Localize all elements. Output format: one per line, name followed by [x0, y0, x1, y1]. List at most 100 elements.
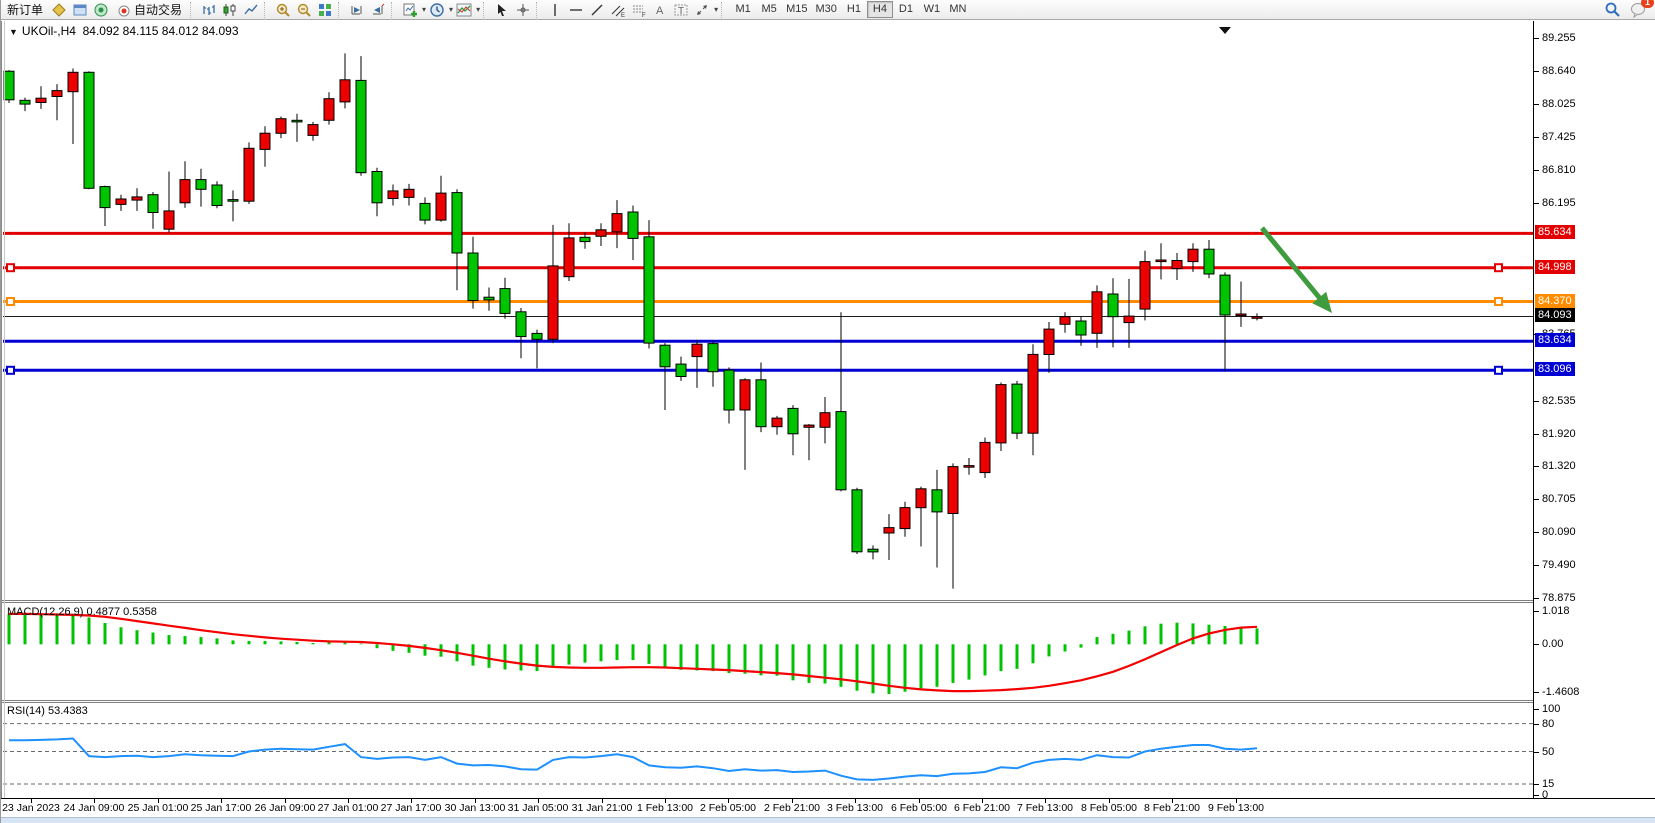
time-tick-mark — [475, 799, 476, 803]
line-chart-icon[interactable] — [241, 1, 261, 19]
price-level-label[interactable]: 83.096 — [1535, 362, 1575, 376]
time-tick-mark — [919, 799, 920, 803]
timeframe-w1-button[interactable]: W1 — [919, 1, 945, 18]
time-tick-mark — [792, 799, 793, 803]
time-tick-mark — [31, 799, 32, 803]
rsi-label: RSI(14) 53.4383 — [7, 705, 88, 717]
timeframe-m15-button[interactable]: M15 — [782, 1, 811, 18]
data-window-icon[interactable] — [70, 1, 90, 19]
indicators-dropdown-icon[interactable]: ▾ — [476, 5, 481, 14]
time-tick-mark — [1236, 799, 1237, 803]
price-tick: 86.195 — [1542, 197, 1576, 209]
axis-tick-mark — [1534, 784, 1539, 785]
new-order-button[interactable]: 新订单 — [2, 1, 48, 19]
pane-separator[interactable] — [1, 700, 1655, 703]
cursor-icon[interactable] — [492, 1, 512, 19]
price-level-label[interactable]: 83.634 — [1535, 333, 1575, 347]
price-tick: 87.425 — [1542, 131, 1576, 143]
indicators-icon[interactable] — [454, 1, 474, 19]
time-axis[interactable]: 23 Jan 2023 24 Jan 09:00 25 Jan 01:00 25… — [1, 798, 1655, 818]
line-handle[interactable] — [6, 365, 15, 375]
toolbar-separator — [338, 1, 344, 18]
time-label: 27 Jan 17:00 — [380, 802, 442, 814]
timeframe-h1-button[interactable]: H1 — [841, 1, 867, 18]
arrows-dropdown-icon[interactable]: ▾ — [714, 5, 719, 14]
time-label: 8 Feb 21:00 — [1143, 802, 1201, 814]
toolbar-separator — [264, 1, 270, 18]
market-watch-icon[interactable] — [49, 1, 69, 19]
time-label: 24 Jan 09:00 — [63, 802, 125, 814]
macd-tick: 0.00 — [1542, 638, 1564, 650]
axis-tick-mark — [1534, 532, 1539, 533]
horizontal-line-icon[interactable] — [566, 1, 586, 19]
autotrading-status-icon — [118, 5, 130, 16]
timeframe-d1-button[interactable]: D1 — [893, 1, 919, 18]
time-tick-mark — [348, 799, 349, 803]
text-icon[interactable]: A — [650, 1, 670, 19]
zoom-in-icon[interactable] — [273, 1, 293, 19]
macd-signal-line — [9, 612, 1258, 693]
zoom-out-icon[interactable] — [294, 1, 314, 19]
rsi-tick: 80 — [1542, 718, 1555, 730]
search-icon[interactable] — [1602, 1, 1622, 19]
autotrading-button[interactable]: 自动交易 — [112, 1, 187, 19]
macd-label: MACD(12,26,9) 0.4877 0.5358 — [7, 606, 157, 618]
line-handle[interactable] — [1494, 297, 1503, 306]
line-handle[interactable] — [1494, 263, 1503, 273]
time-label: 2 Feb 05:00 — [699, 802, 757, 814]
price-level-label[interactable]: 84.093 — [1535, 308, 1575, 322]
time-tick-mark — [538, 799, 539, 803]
bar-chart-icon[interactable] — [199, 1, 219, 19]
new-order-label: 新订单 — [7, 3, 44, 17]
rsi-pane[interactable] — [3, 703, 1533, 798]
line-handle[interactable] — [6, 297, 15, 306]
pane-separator[interactable] — [1, 600, 1655, 603]
price-pane[interactable] — [3, 21, 1533, 600]
price-tick: 89.255 — [1542, 32, 1576, 44]
price-level-label[interactable]: 84.370 — [1535, 294, 1575, 308]
timeframe-m5-button[interactable]: M5 — [756, 1, 782, 18]
period-icon[interactable] — [427, 1, 447, 19]
new-chart-icon[interactable] — [400, 1, 420, 19]
new-chart-dropdown-icon[interactable]: ▾ — [422, 5, 427, 14]
time-tick-mark — [1172, 799, 1173, 803]
equidistant-channel-icon[interactable]: E — [608, 1, 628, 19]
text-label-icon[interactable]: T — [671, 1, 691, 19]
vertical-line-icon[interactable] — [545, 1, 565, 19]
toolbar-separator — [721, 1, 727, 18]
macd-pane[interactable] — [3, 603, 1533, 700]
rsi-line — [9, 737, 1258, 781]
crosshair-icon[interactable] — [513, 1, 533, 19]
toolbar-separator — [483, 1, 489, 18]
auto-scroll-icon[interactable] — [347, 1, 367, 19]
price-level-label[interactable]: 85.634 — [1535, 225, 1575, 239]
candle-chart-icon[interactable] — [220, 1, 240, 19]
time-tick-mark — [94, 799, 95, 803]
svg-text:F: F — [642, 13, 646, 18]
timeframe-m1-button[interactable]: M1 — [730, 1, 756, 18]
price-tick: 86.810 — [1542, 164, 1576, 176]
navigator-icon[interactable] — [91, 1, 111, 19]
timeframe-h4-button[interactable]: H4 — [866, 1, 893, 18]
period-dropdown-icon[interactable]: ▾ — [449, 5, 454, 14]
price-level-label[interactable]: 84.998 — [1535, 260, 1575, 274]
arrows-icon[interactable] — [692, 1, 712, 19]
symbol-dropdown-icon[interactable]: ▼ — [9, 27, 18, 37]
line-handle[interactable] — [6, 263, 15, 273]
timeframe-mn-button[interactable]: MN — [945, 1, 971, 18]
timeframe-m30-button[interactable]: M30 — [812, 1, 841, 18]
chart-shift-icon[interactable] — [368, 1, 388, 19]
trendline-icon[interactable] — [587, 1, 607, 19]
time-label: 3 Feb 13:00 — [826, 802, 884, 814]
tile-windows-icon[interactable] — [315, 1, 335, 19]
marker-triangle-icon — [1219, 27, 1231, 34]
price-tick: 81.920 — [1542, 428, 1576, 440]
time-label: 7 Feb 13:00 — [1016, 802, 1074, 814]
fibonacci-icon[interactable]: F — [629, 1, 649, 19]
down-arrow-annotation[interactable] — [1260, 226, 1332, 313]
line-handle[interactable] — [1494, 365, 1503, 375]
price-axis[interactable]: 89.255 88.640 88.025 87.425 86.810 86.19… — [1534, 21, 1655, 801]
time-tick-mark — [221, 799, 222, 803]
chart-window: ▼ UKOil-,H4 84.092 84.115 84.012 84.093 M… — [1, 21, 1655, 818]
notifications-icon[interactable]: 1 — [1628, 0, 1654, 19]
